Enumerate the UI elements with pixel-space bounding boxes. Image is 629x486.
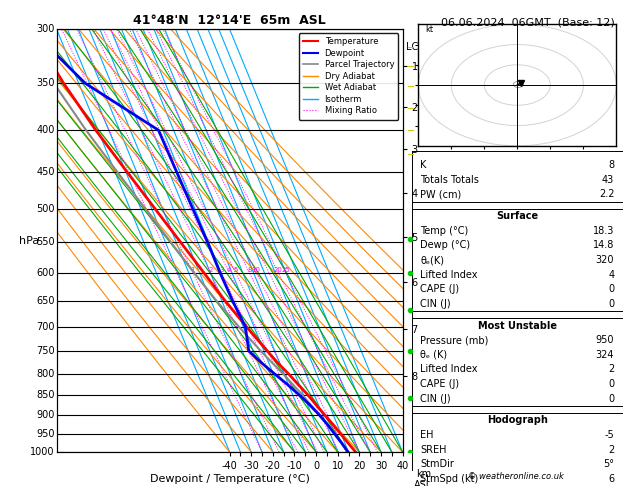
Text: 400: 400 <box>36 125 55 135</box>
Title: 41°48'N  12°14'E  65m  ASL: 41°48'N 12°14'E 65m ASL <box>133 14 326 27</box>
Text: 3: 3 <box>219 267 223 273</box>
Text: 550: 550 <box>36 237 55 247</box>
Text: 320: 320 <box>596 255 615 265</box>
Text: CAPE (J): CAPE (J) <box>420 379 460 389</box>
Legend: Temperature, Dewpoint, Parcel Trajectory, Dry Adiabat, Wet Adiabat, Isotherm, Mi: Temperature, Dewpoint, Parcel Trajectory… <box>299 34 398 120</box>
Text: 450: 450 <box>36 167 55 176</box>
Text: 2: 2 <box>608 364 615 374</box>
Text: 324: 324 <box>596 350 615 360</box>
Text: CIN (J): CIN (J) <box>420 299 451 309</box>
Text: 8: 8 <box>247 267 252 273</box>
Text: 1: 1 <box>191 267 195 273</box>
Text: 14.8: 14.8 <box>593 241 615 250</box>
Text: θₑ(K): θₑ(K) <box>420 255 445 265</box>
Text: Surface: Surface <box>496 211 538 221</box>
Text: 06.06.2024  06GMT  (Base: 12): 06.06.2024 06GMT (Base: 12) <box>442 17 615 27</box>
Text: 0: 0 <box>608 379 615 389</box>
Text: -5: -5 <box>604 430 615 440</box>
X-axis label: Dewpoint / Temperature (°C): Dewpoint / Temperature (°C) <box>150 474 309 484</box>
Text: 650: 650 <box>36 295 55 306</box>
Text: 600: 600 <box>36 268 55 278</box>
Text: Pressure (mb): Pressure (mb) <box>420 335 489 345</box>
Text: Temp (°C): Temp (°C) <box>420 226 469 236</box>
Text: θₑ (K): θₑ (K) <box>420 350 448 360</box>
Text: 6: 6 <box>608 474 615 484</box>
Text: PW (cm): PW (cm) <box>420 190 462 199</box>
Text: 300: 300 <box>36 24 55 34</box>
Text: 0: 0 <box>608 394 615 403</box>
Text: 950: 950 <box>596 335 615 345</box>
Text: Most Unstable: Most Unstable <box>478 321 557 330</box>
Text: 700: 700 <box>36 322 55 332</box>
Text: 800: 800 <box>36 368 55 379</box>
Text: 5: 5 <box>233 267 238 273</box>
Text: km
ASL: km ASL <box>414 469 433 486</box>
Text: 0: 0 <box>608 299 615 309</box>
Text: EH: EH <box>420 430 434 440</box>
Text: 25: 25 <box>281 267 290 273</box>
Text: 0: 0 <box>608 284 615 294</box>
Text: Dewp (°C): Dewp (°C) <box>420 241 470 250</box>
Text: 18.3: 18.3 <box>593 226 615 236</box>
Text: Hodograph: Hodograph <box>487 416 548 425</box>
Text: 950: 950 <box>36 429 55 439</box>
Text: 850: 850 <box>36 390 55 400</box>
Text: Lifted Index: Lifted Index <box>420 270 478 279</box>
Text: hPa: hPa <box>19 236 39 245</box>
Text: © weatheronline.co.uk: © weatheronline.co.uk <box>468 472 564 481</box>
Text: Lifted Index: Lifted Index <box>420 364 478 374</box>
Text: 750: 750 <box>36 346 55 356</box>
Text: 900: 900 <box>36 410 55 420</box>
Text: kt: kt <box>425 25 433 35</box>
Text: 4: 4 <box>227 267 231 273</box>
Text: StmDir: StmDir <box>420 459 454 469</box>
Text: 8: 8 <box>608 160 615 170</box>
Text: 2: 2 <box>208 267 213 273</box>
Text: 43: 43 <box>602 175 615 185</box>
Text: 350: 350 <box>36 78 55 88</box>
Text: SREH: SREH <box>420 445 447 454</box>
Text: 20: 20 <box>274 267 282 273</box>
Text: LCL: LCL <box>406 42 424 52</box>
Text: CIN (J): CIN (J) <box>420 394 451 403</box>
Text: 2: 2 <box>608 445 615 454</box>
Text: 5°: 5° <box>603 459 615 469</box>
Text: StmSpd (kt): StmSpd (kt) <box>420 474 479 484</box>
Text: CAPE (J): CAPE (J) <box>420 284 460 294</box>
Text: 500: 500 <box>36 204 55 213</box>
Text: 1000: 1000 <box>30 447 55 457</box>
Text: K: K <box>420 160 427 170</box>
Text: 2.2: 2.2 <box>599 190 615 199</box>
Text: 10: 10 <box>252 267 260 273</box>
Text: Totals Totals: Totals Totals <box>420 175 479 185</box>
Text: 4: 4 <box>608 270 615 279</box>
